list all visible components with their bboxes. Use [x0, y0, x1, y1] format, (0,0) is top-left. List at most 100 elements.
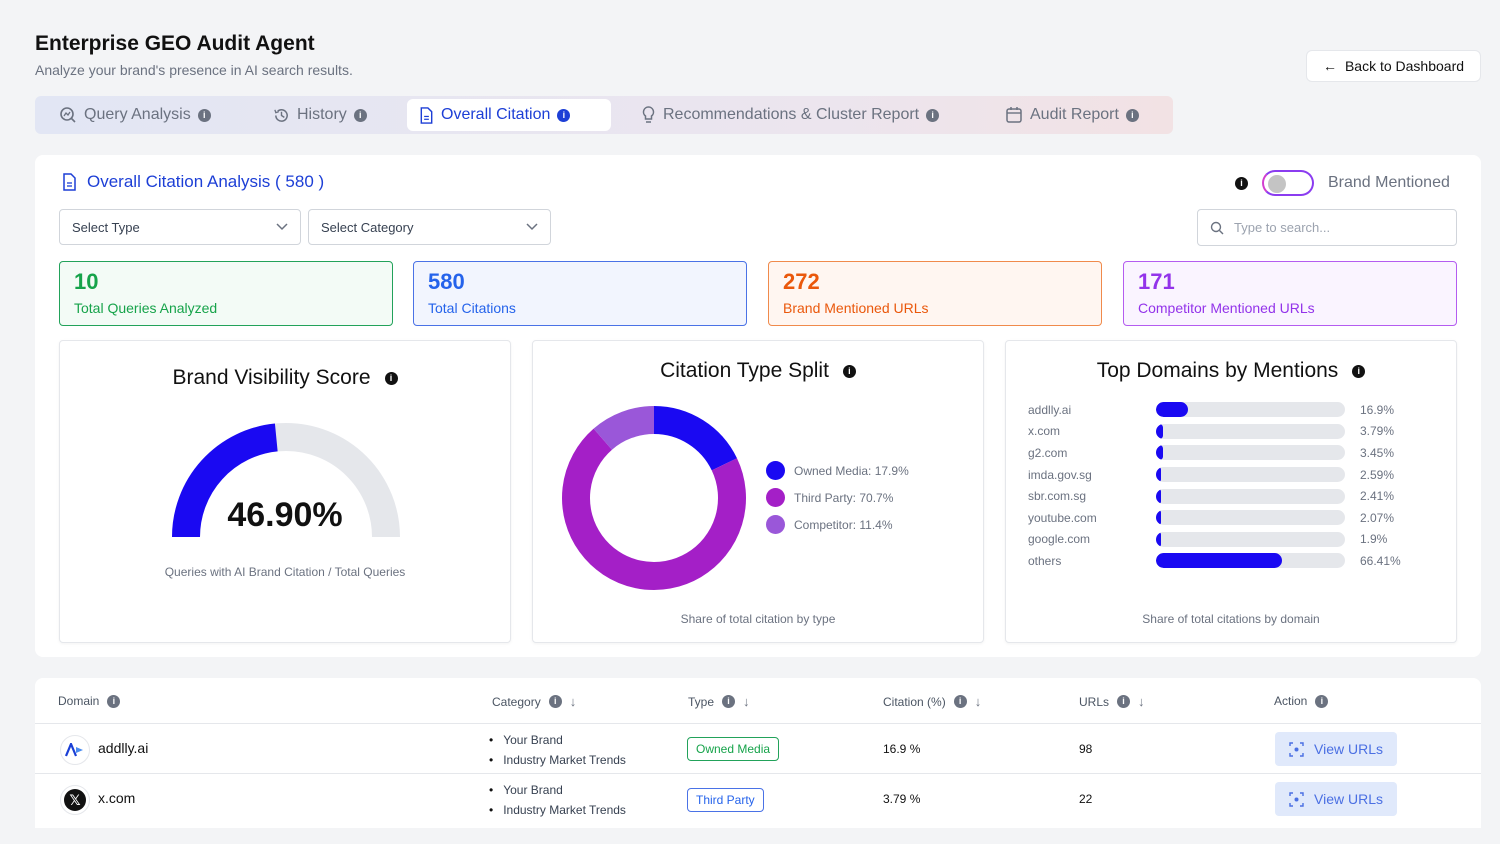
scan-icon [1289, 791, 1304, 807]
row-divider [35, 773, 1481, 774]
brand-visibility-card: Brand Visibility Score i 46.90% Queries … [59, 340, 511, 643]
info-icon: i [926, 108, 940, 122]
header-label: URLs [1079, 694, 1110, 709]
type-badge: Third Party [687, 788, 764, 812]
card-title: Citation Type Split i [533, 359, 983, 383]
column-header-domain[interactable]: Domain i [58, 694, 121, 708]
domain-bar-label: imda.gov.sg [1028, 467, 1092, 482]
domain-bar-list: addlly.ai 16.9% x.com 3.79% g2.com 3.45% imda.… [1006, 399, 1456, 579]
sort-arrow-icon[interactable]: ↓ [743, 694, 750, 709]
category-list: • Your Brand • Industry Market Trends [489, 780, 626, 820]
addlly-logo-icon [60, 735, 90, 765]
search-input[interactable]: Type to search... [1197, 209, 1457, 246]
back-to-dashboard-button[interactable]: ← Back to Dashboard [1306, 50, 1481, 82]
legend-item-third-party: Third Party: 70.7% [766, 484, 909, 511]
card-caption: Share of total citation by type [680, 612, 836, 626]
header-label: Action [1274, 694, 1308, 708]
urls-value: 98 [1079, 742, 1093, 756]
domain-name: addlly.ai [98, 740, 149, 756]
toggle-label: Brand Mentioned [1328, 174, 1450, 191]
domain-bar-label: addlly.ai [1028, 402, 1072, 417]
card-caption: Queries with AI Brand Citation / Total Q… [164, 565, 406, 579]
tab-query-analysis[interactable]: Query Analysis i [47, 99, 223, 131]
domain-bar-value: 1.9% [1360, 532, 1388, 547]
domain-bar-track [1156, 510, 1345, 526]
info-icon: i [842, 364, 856, 378]
card-title: Brand Visibility Score i [60, 366, 510, 390]
column-header-citation[interactable]: Citation (%) i ↓ [883, 694, 981, 709]
info-icon: i [353, 108, 367, 122]
bullet: • [489, 783, 494, 797]
domain-bar-row: addlly.ai 16.9% [1006, 399, 1456, 421]
type-badge: Owned Media [687, 737, 780, 761]
legend-swatch [766, 515, 785, 534]
info-icon: i [1352, 364, 1366, 378]
category-label: Your Brand [503, 783, 563, 797]
domain-bar-label: sbr.com.sg [1028, 489, 1087, 504]
sort-arrow-icon[interactable]: ↓ [1138, 694, 1145, 709]
domain-bar-fill [1156, 402, 1188, 418]
domain-bar-value: 16.9% [1360, 402, 1395, 417]
domain-bar-row: youtube.com 2.07% [1006, 507, 1456, 529]
visibility-gauge [172, 423, 400, 538]
category-list: • Your Brand • Industry Market Trends [489, 730, 626, 770]
select-type-value: Select Type [72, 219, 140, 235]
view-urls-button[interactable]: View URLs [1275, 782, 1397, 816]
column-header-urls[interactable]: URLs i ↓ [1079, 694, 1145, 709]
citation-donut-chart [562, 406, 746, 590]
legend-label: Third Party: 70.7% [794, 490, 894, 505]
brand-mentioned-toggle[interactable] [1262, 170, 1314, 196]
search-icon [1210, 221, 1224, 234]
tab-history[interactable]: History i [261, 99, 379, 131]
card-caption: Share of total citations by domain [1142, 612, 1320, 626]
page-subtitle: Analyze your brand's presence in AI sear… [35, 62, 353, 78]
domain-bar-fill [1156, 488, 1161, 504]
category-label: Industry Market Trends [503, 753, 626, 767]
domain-bar-track [1156, 445, 1345, 461]
card-title-text: Citation Type Split [660, 359, 829, 382]
column-header-category[interactable]: Category i ↓ [492, 694, 576, 709]
tab-audit-report[interactable]: Audit Report i [993, 99, 1151, 131]
domain-bar-row: sbr.com.sg 2.41% [1006, 485, 1456, 507]
select-category-dropdown[interactable]: Select Category [308, 209, 551, 245]
urls-value: 22 [1079, 792, 1093, 806]
donut-slice [562, 428, 746, 590]
domain-bar-track [1156, 553, 1345, 569]
stat-brand-mentioned: 272 Brand Mentioned URLs [768, 261, 1102, 326]
info-icon: i [1315, 694, 1329, 708]
stat-label: Total Citations [428, 300, 516, 316]
domain-bar-row: others 66.41% [1006, 550, 1456, 572]
tab-bar: Query Analysis i History i Overall Citat… [35, 96, 1173, 134]
citation-type-card: Citation Type Split i Owned Media: 17.9%… [532, 340, 984, 643]
tab-label: History [297, 106, 347, 123]
stat-value: 580 [428, 269, 465, 294]
domain-bar-fill [1156, 553, 1282, 569]
tab-overall-citation[interactable]: Overall Citation i [407, 99, 611, 131]
view-urls-button[interactable]: View URLs [1275, 732, 1397, 766]
tab-recommendations[interactable]: Recommendations & Cluster Report i [629, 99, 951, 131]
card-title-text: Top Domains by Mentions [1096, 359, 1339, 382]
sort-arrow-icon[interactable]: ↓ [569, 694, 577, 709]
domain-bar-value: 2.07% [1360, 510, 1395, 525]
domain-bar-label: others [1028, 553, 1062, 568]
select-type-dropdown[interactable]: Select Type [59, 209, 301, 245]
bullet: • [489, 803, 494, 817]
info-icon: i [1125, 108, 1139, 122]
info-icon: i [107, 694, 121, 708]
column-header-type[interactable]: Type i ↓ [688, 694, 750, 709]
top-domains-card: Top Domains by Mentions i addlly.ai 16.9%… [1005, 340, 1457, 643]
domain-bar-track [1156, 467, 1345, 483]
bullet: • [489, 733, 494, 747]
tab-label: Query Analysis [84, 106, 191, 123]
domain-bar-row: g2.com 3.45% [1006, 442, 1456, 464]
sort-arrow-icon[interactable]: ↓ [974, 694, 982, 709]
header-label: Category [492, 694, 541, 709]
calendar-report-icon [1006, 107, 1022, 123]
legend-label: Owned Media: 17.9% [794, 463, 909, 478]
select-category-value: Select Category [321, 219, 414, 235]
history-icon [274, 108, 288, 122]
domain-bar-value: 3.79% [1360, 424, 1395, 439]
search-placeholder: Type to search... [1234, 220, 1331, 235]
info-icon: i [384, 371, 398, 385]
citation-value: 16.9 % [883, 742, 921, 756]
